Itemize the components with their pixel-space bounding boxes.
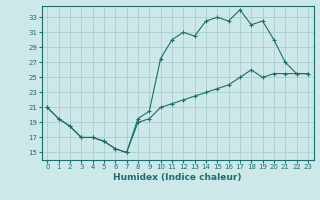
X-axis label: Humidex (Indice chaleur): Humidex (Indice chaleur)	[113, 173, 242, 182]
